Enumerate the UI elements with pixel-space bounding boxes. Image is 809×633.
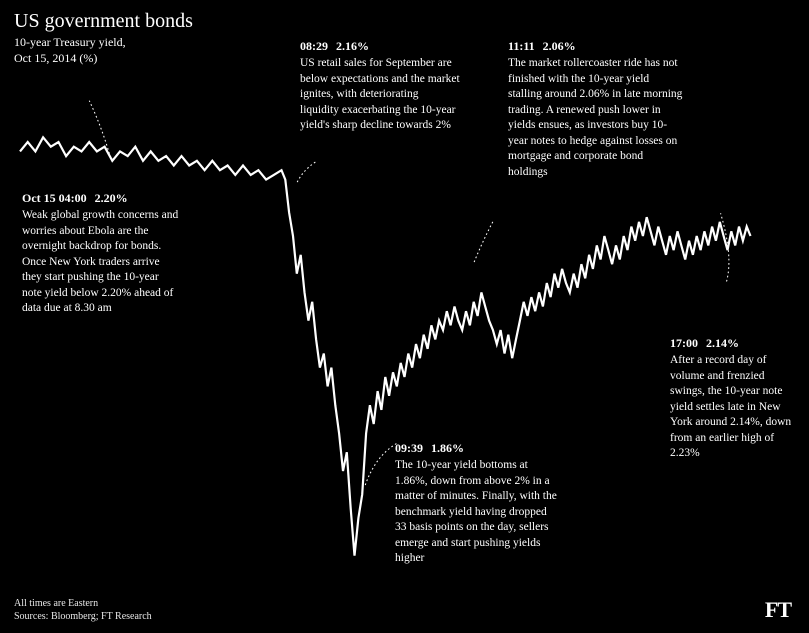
leader-line-a1: [89, 101, 110, 158]
annotation-value: 1.86%: [431, 441, 464, 455]
annotation-value: 2.16%: [336, 39, 369, 53]
annotation-value: 2.14%: [706, 336, 739, 350]
annotation-header: 17:00 2.14%: [670, 335, 800, 351]
leader-line-a5: [721, 213, 729, 281]
footnote-line1: All times are Eastern: [14, 598, 98, 609]
leader-line-a3: [365, 444, 397, 487]
annotation-a3: 09:39 1.86% The 10-year yield bottoms at 1…: [395, 440, 560, 567]
leader-line-a2: [297, 162, 316, 183]
annotation-body: The market rollercoaster ride has not fi…: [508, 56, 683, 180]
annotation-header: Oct 15 04:00 2.20%: [22, 190, 180, 206]
brand-logo: FT: [765, 597, 791, 623]
annotation-a4: 11:11 2.06% The market rollercoaster ride …: [508, 38, 683, 180]
annotation-a5: 17:00 2.14% After a record day of volume a…: [670, 335, 800, 462]
annotation-value: 2.06%: [543, 39, 576, 53]
annotation-body: The 10-year yield bottoms at 1.86%, down…: [395, 458, 560, 567]
annotation-time: 17:00: [670, 336, 698, 350]
annotation-a2: 08:29 2.16% US retail sales for September …: [300, 38, 460, 134]
annotation-time: 09:39: [395, 441, 423, 455]
annotation-value: 2.20%: [95, 191, 128, 205]
annotation-time: Oct 15 04:00: [22, 191, 87, 205]
annotation-time: 11:11: [508, 39, 535, 53]
leader-line-a4: [473, 222, 493, 265]
annotation-header: 08:29 2.16%: [300, 38, 460, 54]
annotation-header: 09:39 1.86%: [395, 440, 560, 456]
chart-footnote: All times are Eastern Sources: Bloomberg…: [14, 597, 152, 623]
annotation-a1: Oct 15 04:00 2.20% Weak global growth conc…: [22, 190, 180, 317]
annotation-body: After a record day of volume and frenzie…: [670, 353, 800, 462]
annotation-header: 11:11 2.06%: [508, 38, 683, 54]
annotation-body: Weak global growth concerns and worries …: [22, 208, 180, 317]
annotation-body: US retail sales for September are below …: [300, 56, 460, 134]
annotation-time: 08:29: [300, 39, 328, 53]
footnote-line2: Sources: Bloomberg; FT Research: [14, 611, 152, 622]
